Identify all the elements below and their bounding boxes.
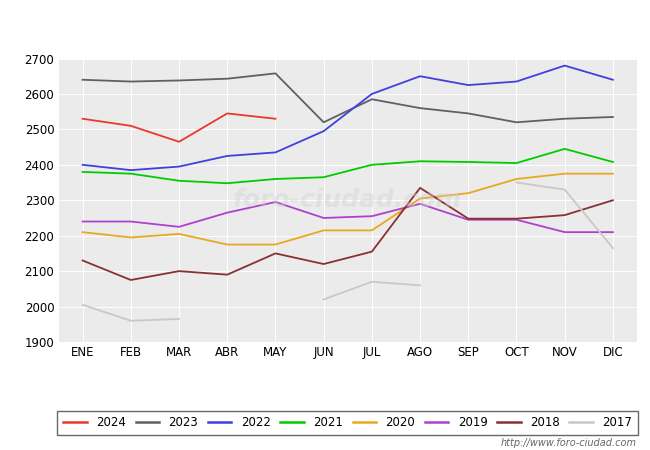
Text: http://www.foro-ciudad.com: http://www.foro-ciudad.com (501, 438, 637, 448)
Text: Afiliados en Santovenia de la Valdoncina a 31/5/2024: Afiliados en Santovenia de la Valdoncina… (104, 14, 546, 32)
Text: foro-ciudad.com: foro-ciudad.com (233, 188, 462, 212)
Legend: 2024, 2023, 2022, 2021, 2020, 2019, 2018, 2017: 2024, 2023, 2022, 2021, 2020, 2019, 2018… (57, 410, 638, 435)
